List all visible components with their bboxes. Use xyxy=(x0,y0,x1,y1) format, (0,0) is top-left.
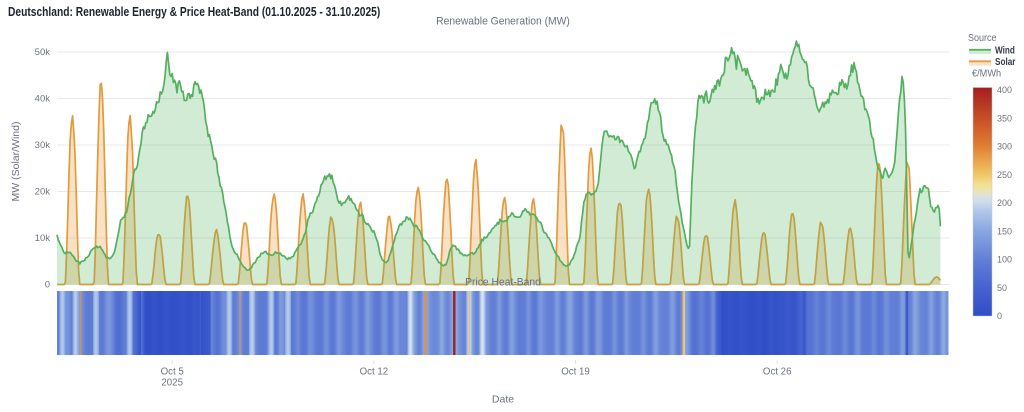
svg-text:Renewable Generation (MW): Renewable Generation (MW) xyxy=(436,15,570,27)
svg-text:400: 400 xyxy=(997,85,1012,95)
svg-text:MW (Solar/Wind): MW (Solar/Wind) xyxy=(10,122,22,202)
svg-text:250: 250 xyxy=(997,170,1012,180)
svg-text:0: 0 xyxy=(997,311,1002,321)
svg-text:0: 0 xyxy=(45,280,50,291)
svg-text:40k: 40k xyxy=(35,94,51,105)
svg-text:20k: 20k xyxy=(35,187,51,198)
svg-text:Oct 26: Oct 26 xyxy=(763,366,792,377)
svg-text:350: 350 xyxy=(997,113,1012,123)
svg-text:Date: Date xyxy=(492,394,514,406)
svg-text:200: 200 xyxy=(997,198,1012,208)
svg-text:10k: 10k xyxy=(35,233,51,244)
svg-text:2025: 2025 xyxy=(161,378,183,389)
svg-text:Solar: Solar xyxy=(995,56,1016,67)
svg-text:150: 150 xyxy=(997,226,1012,236)
svg-text:100: 100 xyxy=(997,255,1012,265)
svg-text:Oct 5: Oct 5 xyxy=(161,366,184,377)
svg-text:Wind: Wind xyxy=(995,45,1015,56)
svg-text:Oct 12: Oct 12 xyxy=(360,366,389,377)
svg-text:Deutschland: Renewable Energy: Deutschland: Renewable Energy & Price He… xyxy=(8,6,380,19)
svg-text:50: 50 xyxy=(997,283,1007,293)
svg-text:Source: Source xyxy=(968,33,996,45)
svg-text:50k: 50k xyxy=(35,47,51,58)
svg-text:30k: 30k xyxy=(35,140,51,151)
svg-text:Price Heat-Band: Price Heat-Band xyxy=(465,276,541,288)
svg-text:300: 300 xyxy=(997,142,1012,152)
svg-text:Oct 19: Oct 19 xyxy=(561,366,590,377)
svg-text:€/MWh: €/MWh xyxy=(972,68,1001,79)
